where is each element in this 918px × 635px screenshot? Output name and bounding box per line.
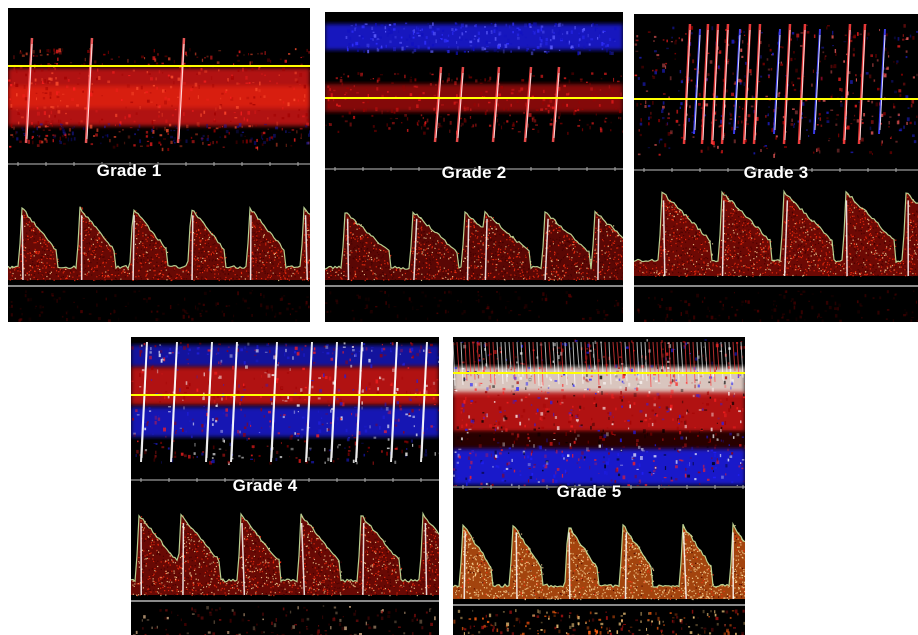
doppler-image-grade-4 [131,341,439,635]
doppler-image-grade-5 [453,339,745,635]
panel-grade-4: Grade 4 [131,337,439,635]
doppler-image-grade-2 [325,22,623,322]
panel-grade-5: Grade 5 [453,337,745,635]
grade-5-label: Grade 5 [556,482,622,501]
grade-2-label: Grade 2 [441,163,507,182]
panel-grade-3: Grade 3 [634,14,918,322]
doppler-image-grade-3 [634,23,918,322]
panel-grade-2: Grade 2 [325,12,623,322]
panel-grade-1: Grade 1 [8,8,310,322]
grade-3-label: Grade 3 [743,163,809,182]
grade-1-label: Grade 1 [96,161,162,180]
doppler-image-grade-1 [8,37,310,322]
grade-4-label: Grade 4 [232,476,298,495]
